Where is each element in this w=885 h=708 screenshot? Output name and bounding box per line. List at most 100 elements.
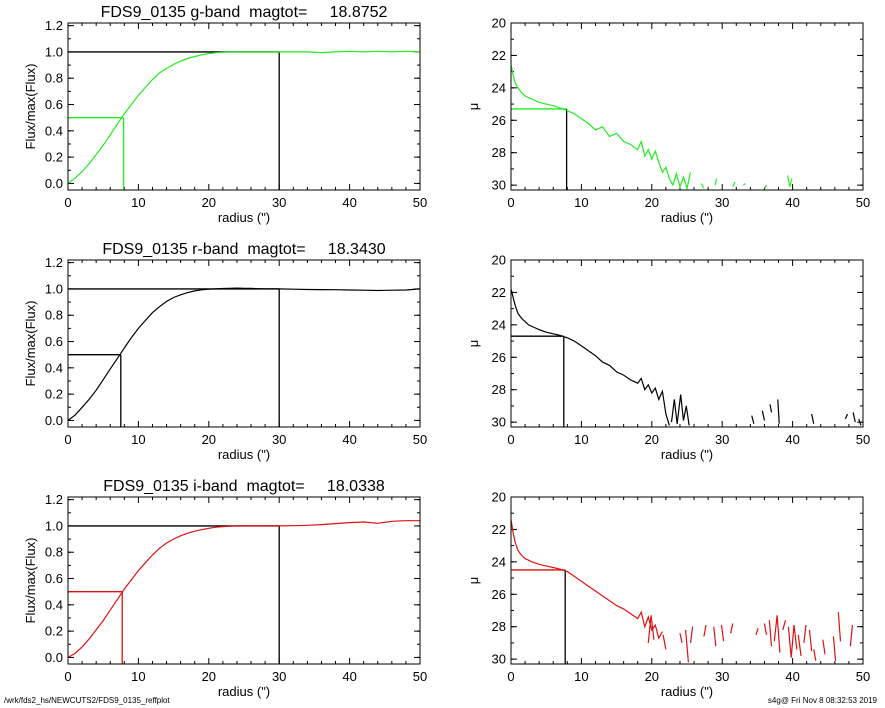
growth-curve-i-x-tick-label: 40 <box>342 669 356 684</box>
surface-brightness-i-data-segment <box>755 628 759 636</box>
surface-brightness-i-y-axis-label: μ <box>466 577 481 585</box>
surface-brightness-r-data-segment <box>685 405 690 426</box>
surface-brightness-i-x-tick-label: 0 <box>507 669 514 684</box>
surface-brightness-i-data-segment <box>776 615 781 653</box>
surface-brightness-i-y-tick-label: 30 <box>492 652 506 667</box>
surface-brightness-g-data-segment <box>787 175 791 187</box>
surface-brightness-i-data-segment <box>837 612 842 642</box>
growth-curve-g-panel: 0 10 20 30 40 50 0.0 0.2 0.4 0.6 0.8 1.0 1.2 radius (… <box>23 4 427 225</box>
surface-brightness-r-data-segment <box>673 399 678 424</box>
surface-brightness-r-x-tick-label: 10 <box>574 432 588 447</box>
surface-brightness-g-data-segment <box>763 184 768 189</box>
growth-curve-i-y-tick-label: 1.0 <box>45 518 63 533</box>
growth-curve-i-x-tick-label: 10 <box>131 669 145 684</box>
growth-curve-r-frame <box>67 259 421 428</box>
surface-brightness-i-y-tick-label: 20 <box>492 490 506 505</box>
growth-curve-i-y-axis-label: Flux/max(Flux) <box>23 538 38 624</box>
surface-brightness-i-data-segment <box>720 625 725 642</box>
surface-brightness-r-data-segment <box>844 413 849 420</box>
growth-curve-i-x-tick-label: 50 <box>413 669 427 684</box>
growth-curve-i-x-tick-label: 30 <box>272 669 286 684</box>
growth-curve-g-x-tick-label: 30 <box>272 195 286 210</box>
surface-brightness-i-data-segment <box>689 626 694 643</box>
surface-brightness-g-data-segment <box>714 178 718 186</box>
growth-curve-g-x-tick-label: 50 <box>413 195 427 210</box>
surface-brightness-g-y-axis-label: μ <box>466 103 481 111</box>
surface-brightness-i-data-segment <box>787 626 792 658</box>
surface-brightness-i-data-segment <box>684 629 690 663</box>
growth-curve-i-plot-area <box>68 520 420 664</box>
surface-brightness-g-data-segment <box>732 181 736 187</box>
surface-brightness-g-x-tick-label: 20 <box>645 195 659 210</box>
growth-curve-i-x-tick-label: 20 <box>202 669 216 684</box>
surface-brightness-i-data-segment <box>647 615 652 643</box>
growth-curve-i-x-axis-label: radius (") <box>218 684 270 699</box>
surface-brightness-r-y-tick-label: 20 <box>492 253 506 268</box>
surface-brightness-g-data-segment <box>789 178 793 187</box>
surface-brightness-g-data-segment <box>700 183 705 189</box>
growth-curve-i-data-line <box>68 520 420 658</box>
growth-curve-r-y-tick-label: 0.2 <box>45 387 63 402</box>
surface-brightness-g-x-tick-label: 40 <box>785 195 799 210</box>
growth-curve-g-title: FDS9_0135 g-band magtot= 18.8752 <box>101 4 388 21</box>
surface-brightness-i-y-tick-label: 24 <box>492 554 506 569</box>
growth-curve-i-title: FDS9_0135 i-band magtot= 18.0338 <box>103 478 385 495</box>
surface-brightness-i-data-segment <box>679 633 683 644</box>
growth-curve-r-title: FDS9_0135 r-band magtot= 18.3430 <box>102 241 385 258</box>
growth-curve-g-x-tick-label: 10 <box>131 195 145 210</box>
growth-curve-g-data-line <box>68 50 420 184</box>
surface-brightness-i-data-segment <box>703 624 707 637</box>
growth-curve-g-y-tick-label: 0.6 <box>45 97 63 112</box>
surface-brightness-r-data-line <box>511 289 670 426</box>
surface-brightness-g-x-tick-label: 50 <box>856 195 870 210</box>
surface-brightness-i-plot-area <box>511 519 854 664</box>
surface-brightness-r-data-segment <box>682 405 687 421</box>
surface-brightness-g-frame <box>510 22 864 191</box>
surface-brightness-i-y-tick-label: 26 <box>492 587 506 602</box>
growth-curve-i-panel: 0 10 20 30 40 50 0.0 0.2 0.4 0.6 0.8 1.0 1.2 radius (… <box>23 478 427 699</box>
surface-brightness-g-data-segment <box>742 183 746 186</box>
surface-brightness-r-y-tick-label: 26 <box>492 350 506 365</box>
growth-curve-i-y-tick-label: 1.2 <box>45 492 63 507</box>
growth-curve-g-x-axis-label: radius (") <box>218 210 270 225</box>
surface-brightness-r-y-tick-label: 30 <box>492 415 506 430</box>
surface-brightness-i-data-segment <box>797 634 802 656</box>
surface-brightness-i-data-segment <box>808 629 813 652</box>
surface-brightness-i-x-tick-label: 10 <box>574 669 588 684</box>
growth-curve-g-plot-area <box>68 50 420 190</box>
timestamp-label: s4g@ Fri Nov 8 08:32:53 2019 <box>767 696 877 705</box>
surface-brightness-i-data-segment <box>730 623 734 634</box>
growth-curve-g-y-tick-label: 0.4 <box>45 123 63 138</box>
surface-brightness-r-data-segment <box>751 415 755 424</box>
growth-curve-g-y-tick-label: 0.0 <box>45 176 63 191</box>
surface-brightness-i-y-tick-label: 22 <box>492 522 506 537</box>
growth-curve-i-y-tick-label: 0.4 <box>45 597 63 612</box>
surface-brightness-i-data-line <box>511 519 663 640</box>
growth-curve-i-frame <box>67 496 421 665</box>
growth-curve-r-data-line <box>68 287 420 421</box>
surface-brightness-i-data-segment <box>713 626 717 647</box>
surface-brightness-i-data-segment <box>763 623 768 635</box>
surface-brightness-g-x-tick-label: 30 <box>715 195 729 210</box>
surface-brightness-i-x-tick-label: 30 <box>715 669 729 684</box>
surface-brightness-i-data-segment <box>768 620 773 647</box>
surface-brightness-r-data-segment <box>670 399 675 423</box>
surface-brightness-g-y-tick-label: 28 <box>492 145 506 160</box>
surface-brightness-r-data-segment <box>852 412 856 423</box>
surface-brightness-i-data-segment <box>662 634 667 650</box>
growth-curve-g-x-tick-label: 20 <box>202 195 216 210</box>
surface-brightness-i-x-tick-label: 20 <box>645 669 659 684</box>
growth-curve-g-y-tick-label: 0.8 <box>45 71 63 86</box>
surface-brightness-r-x-tick-label: 50 <box>856 432 870 447</box>
surface-brightness-i-data-segment <box>650 615 655 640</box>
surface-brightness-g-y-tick-label: 30 <box>492 178 506 193</box>
growth-curve-r-y-tick-label: 0.0 <box>45 413 63 428</box>
growth-curve-g-y-tick-label: 1.0 <box>45 44 63 59</box>
surface-brightness-i-data-segment <box>803 625 807 643</box>
surface-brightness-r-x-tick-label: 30 <box>715 432 729 447</box>
growth-curve-r-x-axis-label: radius (") <box>218 447 270 462</box>
